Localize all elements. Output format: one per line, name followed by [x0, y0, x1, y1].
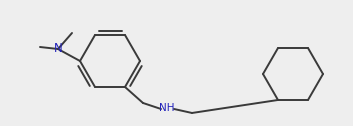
Text: N: N: [54, 41, 62, 55]
Text: NH: NH: [159, 103, 175, 113]
